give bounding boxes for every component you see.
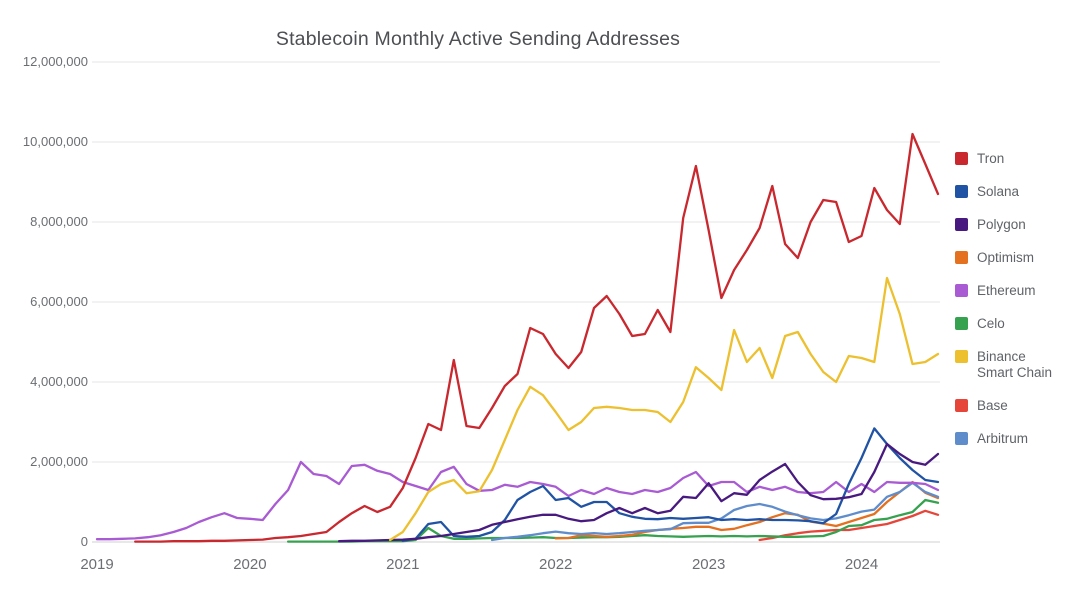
legend-swatch-arbitrum-icon — [955, 432, 968, 445]
series-line-binance-smart-chain — [388, 276, 940, 542]
legend-label: Tron — [977, 151, 1005, 166]
series-line-base — [758, 509, 940, 542]
legend-item-tron[interactable]: Tron — [955, 151, 1055, 167]
series-line-arbitrum — [490, 481, 940, 542]
y-tick-2-000-000: 2,000,000 — [30, 454, 88, 469]
legend-item-polygon[interactable]: Polygon — [955, 217, 1055, 233]
series-line-polygon — [337, 442, 940, 543]
series-line-optimism — [554, 480, 940, 540]
legend-item-base[interactable]: Base — [955, 398, 1055, 414]
legend-label: Base — [977, 398, 1008, 413]
x-tick-2024: 2024 — [844, 556, 879, 573]
legend-swatch-solana-icon — [955, 185, 968, 198]
legend-swatch-base-icon — [955, 399, 968, 412]
legend-swatch-ethereum-icon — [955, 284, 968, 297]
legend-item-optimism[interactable]: Optimism — [955, 250, 1055, 266]
y-tick-10-000-000: 10,000,000 — [22, 134, 88, 149]
y-tick-4-000-000: 4,000,000 — [30, 374, 88, 389]
series-line-ethereum — [95, 460, 940, 541]
y-tick-8-000-000: 8,000,000 — [30, 214, 88, 229]
legend-swatch-tron-icon — [955, 152, 968, 165]
legend-swatch-binance-smart-chain-icon — [955, 350, 968, 363]
legend-swatch-polygon-icon — [955, 218, 968, 231]
legend-swatch-celo-icon — [955, 317, 968, 330]
y-tick-12-000-000: 12,000,000 — [22, 54, 88, 69]
legend-label: Binance Smart Chain — [977, 349, 1053, 380]
legend-swatch-optimism-icon — [955, 251, 968, 264]
legend-label: Optimism — [977, 250, 1034, 265]
legend: Tron Solana Polygon Optimism Ethereum Celo Bin… — [955, 151, 1055, 447]
series-line-tron — [134, 132, 940, 543]
legend-label: Celo — [977, 316, 1005, 331]
x-tick-2019: 2019 — [80, 556, 114, 573]
series-lines — [95, 132, 940, 543]
y-tick-6-000-000: 6,000,000 — [30, 294, 88, 309]
legend-label: Arbitrum — [977, 431, 1029, 446]
gridlines — [92, 61, 940, 543]
legend-item-binance-smart-chain[interactable]: Binance Smart Chain — [955, 349, 1055, 381]
legend-item-solana[interactable]: Solana — [955, 184, 1055, 200]
x-tick-2023: 2023 — [691, 556, 726, 573]
x-tick-2020: 2020 — [233, 556, 267, 573]
series-line-solana — [401, 427, 940, 542]
x-tick-2021: 2021 — [386, 556, 420, 573]
legend-label: Polygon — [977, 217, 1026, 232]
legend-label: Solana — [977, 184, 1020, 199]
legend-item-celo[interactable]: Celo — [955, 316, 1055, 332]
legend-item-arbitrum[interactable]: Arbitrum — [955, 431, 1055, 447]
x-tick-2022: 2022 — [539, 556, 573, 573]
chart-title: Stablecoin Monthly Active Sending Addres… — [275, 28, 681, 50]
legend-label: Ethereum — [977, 283, 1036, 298]
legend-item-ethereum[interactable]: Ethereum — [955, 283, 1055, 299]
y-tick-0: 0 — [80, 534, 88, 549]
